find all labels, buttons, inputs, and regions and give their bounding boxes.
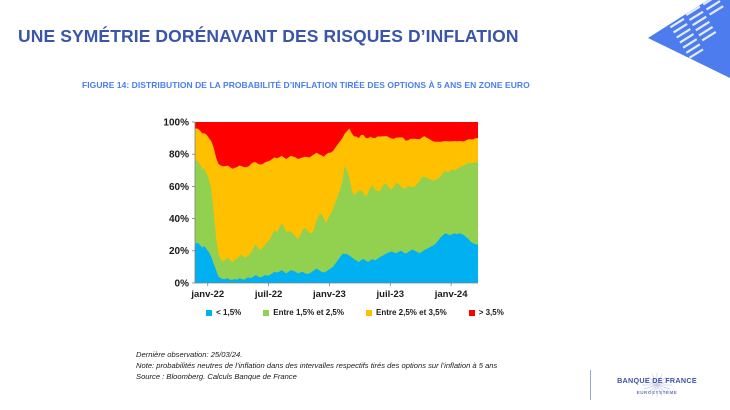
logo-divider xyxy=(590,370,591,400)
chart-container: 0% 20% 40% 60% 80% 100% janv-22 juil-22 janv-23 j… xyxy=(150,112,530,312)
y-axis-label: 20% xyxy=(169,246,189,257)
corner-diamond-icon xyxy=(648,0,730,78)
legend-item-15-25[interactable]: Entre 1,5% et 2,5% xyxy=(263,308,344,317)
logo-subtitle: EUROSYSTÈME xyxy=(636,389,678,395)
legend-label: < 1,5% xyxy=(216,308,242,317)
y-axis-label: 0% xyxy=(175,278,190,289)
footnote-source: Source : Bloomberg. Calculs Banque de Fr… xyxy=(136,371,297,381)
chart-legend: < 1,5% Entre 1,5% et 2,5% Entre 2,5% et … xyxy=(160,308,550,317)
legend-item-25-35[interactable]: Entre 2,5% et 3,5% xyxy=(366,308,447,317)
legend-label: Entre 2,5% et 3,5% xyxy=(376,308,447,317)
footnote-last-observation: Dernière observation: 25/03/24. xyxy=(136,350,243,359)
y-axis-label: 100% xyxy=(163,117,189,128)
corner-decoration xyxy=(638,0,730,78)
banque-de-france-logo: BANQUE DE FRANCE EUROSYSTÈME xyxy=(590,366,716,404)
square-swatch-icon xyxy=(206,309,213,316)
x-axis-label: juil-22 xyxy=(254,289,282,300)
area-series-0 xyxy=(195,233,478,283)
legend-item-gt-35[interactable]: > 3,5% xyxy=(468,308,504,317)
stacked-area-chart: 0% 20% 40% 60% 80% 100% janv-22 juil-22 janv-23 j… xyxy=(163,117,478,300)
chart-render-layer: 0% 20% 40% 60% 80% 100% janv-22 juil-22 janv-23 j… xyxy=(163,117,478,300)
footnote-note: Note: probabilités neutres de l’inflatio… xyxy=(136,360,498,370)
y-axis-label: 40% xyxy=(169,214,189,225)
square-swatch-icon xyxy=(468,309,475,316)
legend-item-lt-15[interactable]: < 1,5% xyxy=(206,308,241,317)
legend-label: Entre 1,5% et 2,5% xyxy=(273,308,344,317)
area-series-1 xyxy=(195,160,478,283)
y-axis-label: 80% xyxy=(169,150,189,161)
starburst-icon xyxy=(642,372,672,397)
logo-name: BANQUE DE FRANCE xyxy=(617,375,697,385)
logo-text-block: BANQUE DE FRANCE EUROSYSTÈME xyxy=(598,372,716,397)
x-axis-label: juil-23 xyxy=(376,289,404,300)
square-swatch-icon xyxy=(263,309,270,316)
figure-title: FIGURE 14: DISTRIBUTION DE LA PROBABILIT… xyxy=(82,80,530,90)
page-title: UNE SYMÉTRIE DORÉNAVANT DES RISQUES D’IN… xyxy=(18,26,519,46)
x-axis-label: janv-23 xyxy=(312,289,346,300)
x-axis-label: janv-22 xyxy=(190,289,224,300)
square-swatch-icon xyxy=(366,309,372,316)
legend-label: > 3,5% xyxy=(478,308,504,317)
x-axis-label: janv-24 xyxy=(434,289,468,300)
chart-footnotes: Dernière observation: 25/03/24. Note: pr… xyxy=(136,350,497,382)
y-axis-label: 60% xyxy=(169,182,189,193)
